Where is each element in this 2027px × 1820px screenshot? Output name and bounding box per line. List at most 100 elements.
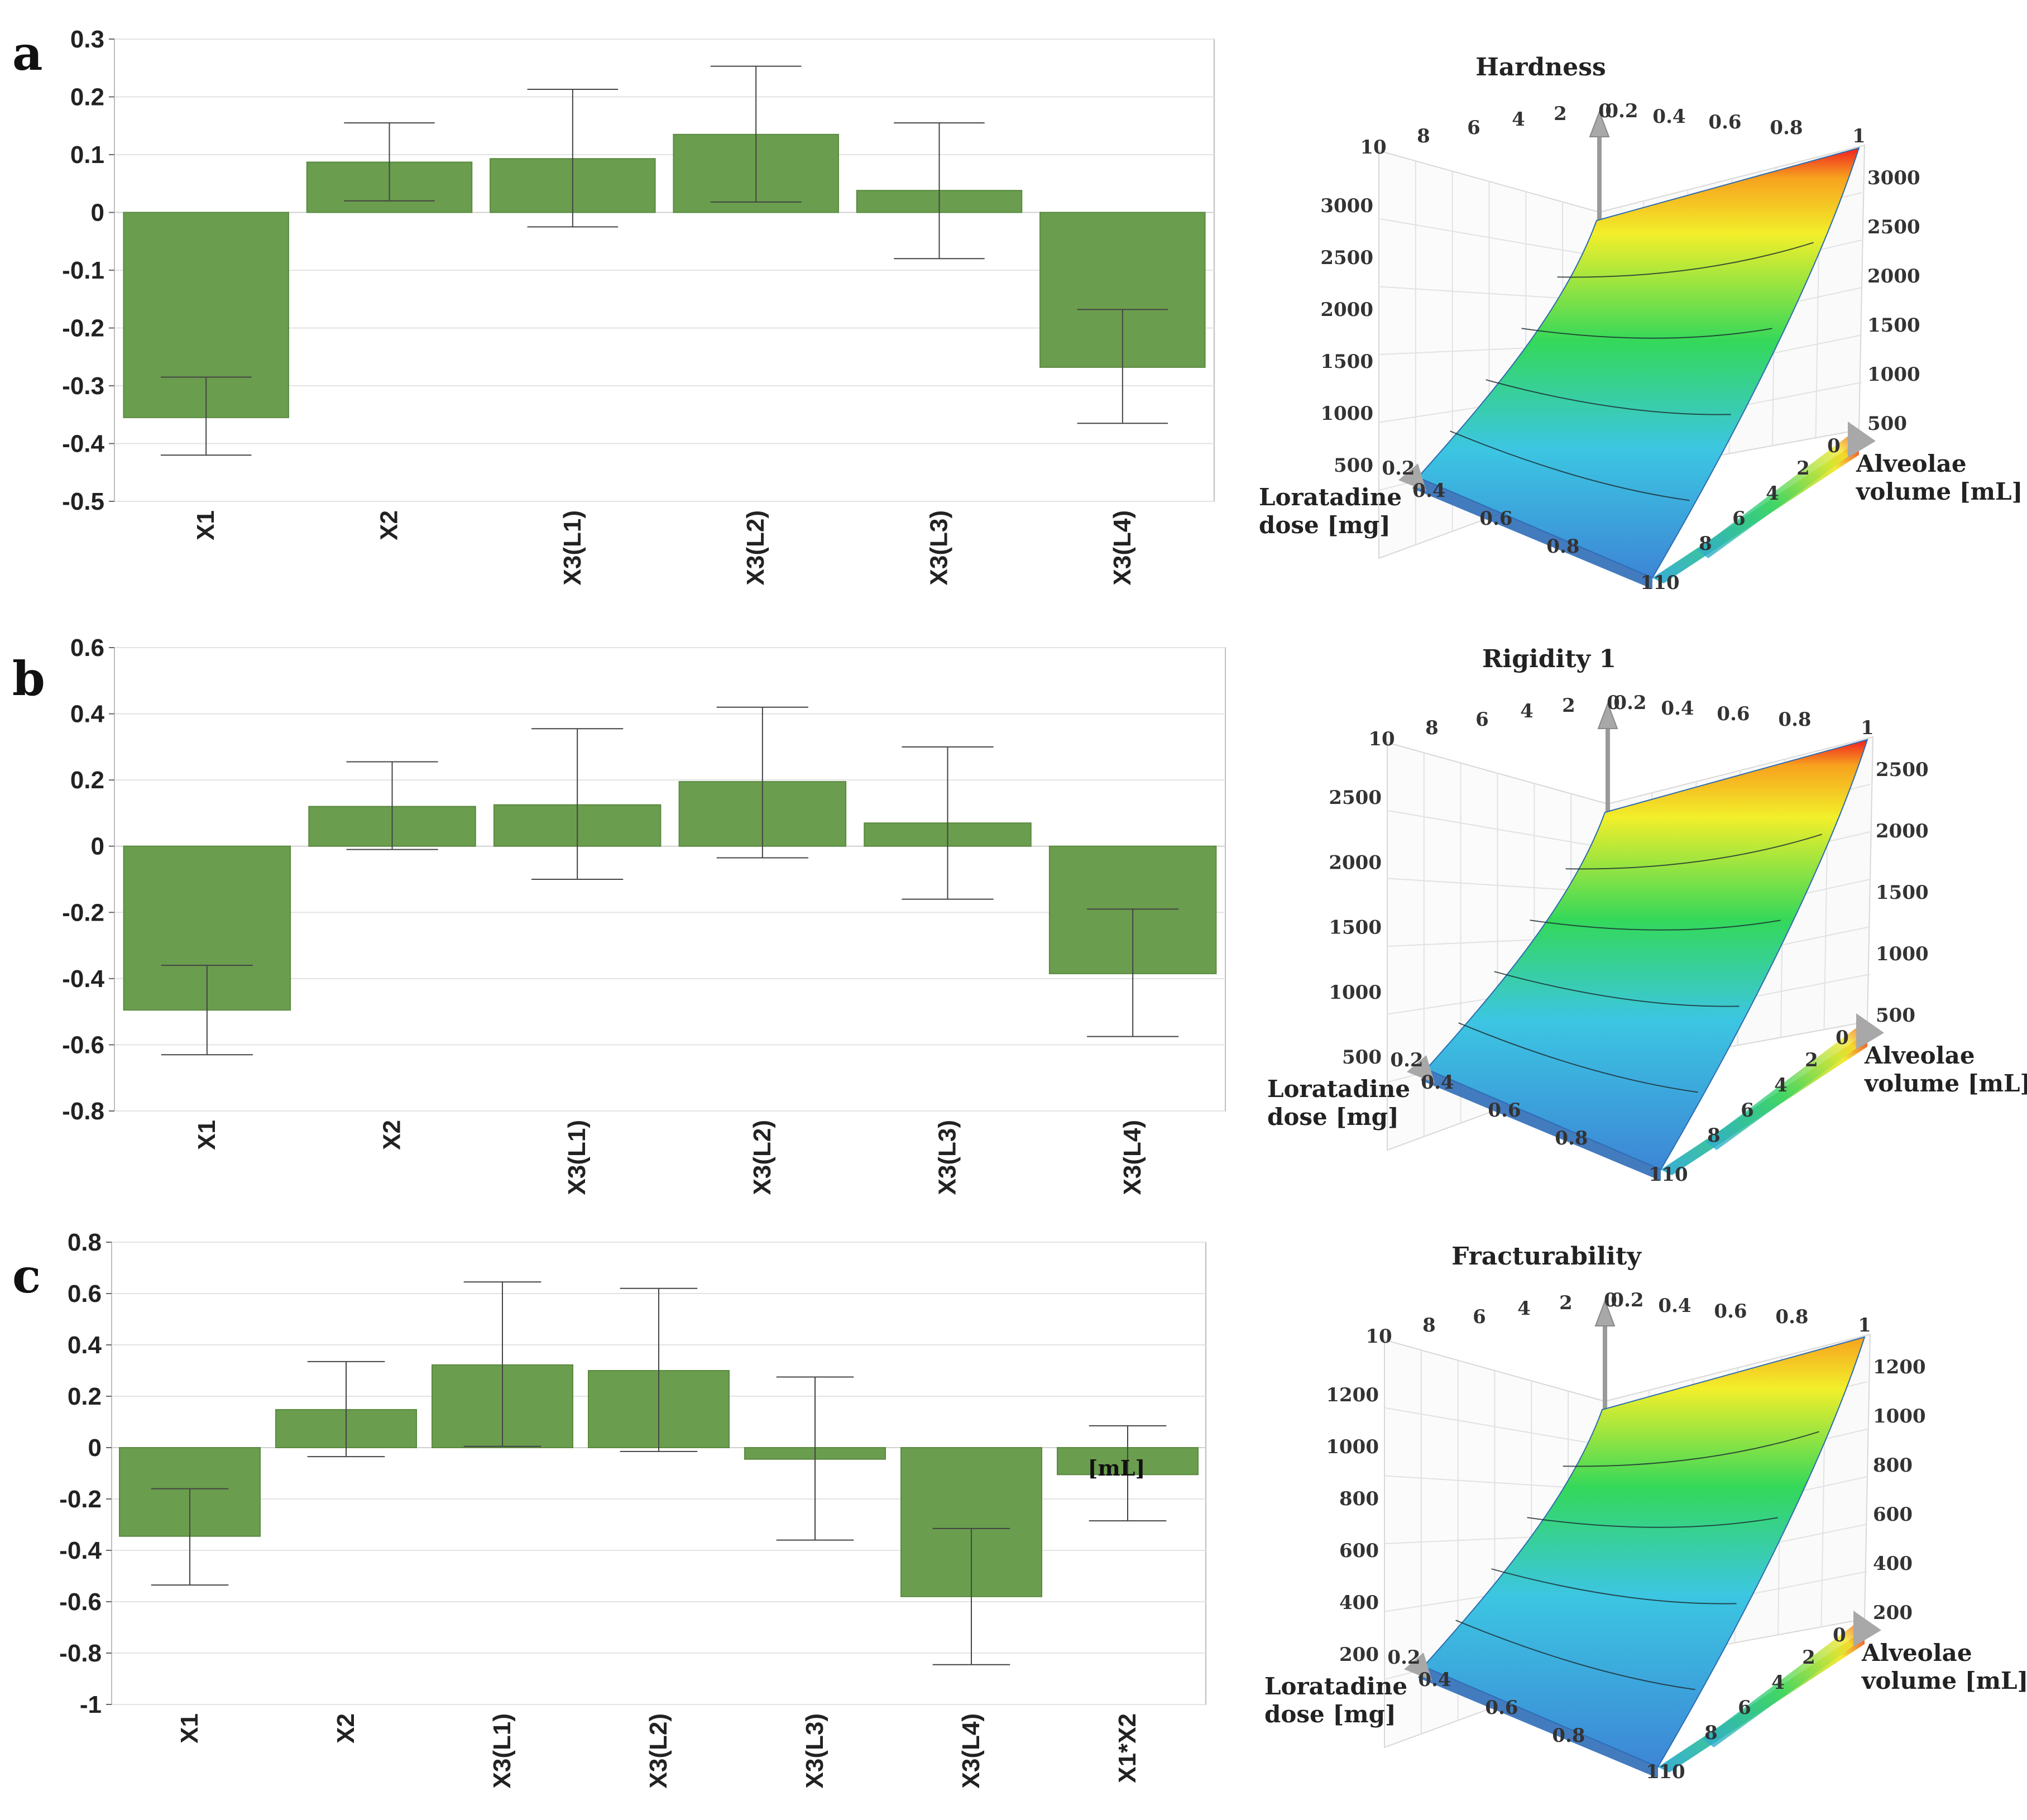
panel-letter-b: b: [12, 651, 45, 706]
z-tick-right: 400: [1873, 1553, 1913, 1575]
contour-line: [1455, 1620, 1695, 1690]
z-axis-arrow: [1597, 702, 1618, 729]
side-wall-top: [1697, 430, 1862, 558]
z-tick-left: 800: [1339, 1488, 1379, 1510]
front-x-tick: 0.6: [1479, 507, 1512, 530]
z-tick-left: 1000: [1320, 403, 1373, 425]
z-tick-right: 200: [1873, 1602, 1913, 1624]
top-back-tick: 4: [1512, 108, 1525, 131]
x-axis-label: dose [mg]: [1264, 1701, 1396, 1728]
top-back-tick: 4: [1517, 1297, 1531, 1320]
y-tick-label: -0.4: [62, 430, 104, 458]
y-axis-label: volume [mL]: [1861, 1667, 2027, 1694]
front-y-tick: 6: [1741, 1099, 1754, 1122]
front-x-tick: 0.4: [1412, 480, 1445, 502]
contour-line: [1563, 1431, 1819, 1467]
front-x-tick: 0.4: [1418, 1669, 1451, 1691]
z-tick-left: 2500: [1329, 787, 1382, 809]
top-back-tick: 0.4: [1658, 1295, 1691, 1317]
z-axis-arrow: [1589, 110, 1610, 137]
z-tick-left: 600: [1339, 1540, 1379, 1562]
contour-line: [1450, 430, 1690, 501]
contour-line: [1530, 919, 1781, 931]
z-tick-left: 400: [1339, 1592, 1379, 1614]
y-tick-label: -0.2: [62, 315, 104, 342]
z-tick-right: 1000: [1876, 943, 1929, 965]
x-tick-label: X3(L1): [488, 1713, 516, 1788]
side-wall-top: [1703, 1619, 1867, 1747]
z-tick-left: 500: [1334, 454, 1373, 477]
y-tick-label: -0.8: [59, 1640, 102, 1667]
response-surface: [1417, 147, 1860, 579]
top-back-tick: 2: [1559, 1292, 1573, 1314]
side-wall-top: [1705, 1022, 1870, 1150]
z-tick-left: 1500: [1320, 351, 1373, 373]
y-tick-label: -0.4: [62, 965, 104, 993]
annotation-ml: [mL]: [1088, 1455, 1146, 1481]
z-tick-right: 2500: [1867, 216, 1920, 238]
y-axis-arrow: [1853, 1611, 1881, 1647]
x-tick-label: X3(L2): [742, 510, 769, 585]
contour-line: [1494, 971, 1740, 1007]
z-tick-right: 2000: [1867, 265, 1920, 288]
top-back-tick: 8: [1417, 125, 1430, 147]
front-y-tick: 10: [1661, 1163, 1688, 1186]
y-tick-label: 0.2: [68, 1383, 102, 1410]
z-tick-right: 2000: [1876, 820, 1929, 842]
front-x-tick: 0.2: [1382, 457, 1415, 480]
top-back-tick: 0.8: [1770, 117, 1803, 139]
surface-base-edge: [1418, 1666, 1658, 1778]
y-tick-label: 0.6: [70, 634, 104, 662]
top-back-tick: 0.6: [1717, 703, 1750, 725]
x-tick-label: X1*X2: [1114, 1713, 1141, 1783]
z-tick-right: 500: [1876, 1004, 1915, 1027]
x-axis-label: dose [mg]: [1259, 511, 1391, 539]
y-tick-label: -0.3: [62, 372, 104, 400]
y-axis-label: volume [mL]: [1856, 478, 2023, 505]
front-y-tick: 8: [1707, 1124, 1721, 1147]
x-tick-label: X2: [376, 510, 403, 540]
top-back-tick: 0.6: [1714, 1300, 1747, 1323]
x-axis-label: Loratadine: [1267, 1075, 1410, 1103]
x-axis-label: Loratadine: [1259, 483, 1402, 511]
y-tick-label: 0.6: [68, 1280, 102, 1307]
front-x-tick: 0.8: [1546, 535, 1579, 558]
z-tick-left: 2000: [1320, 299, 1373, 321]
x-tick-label: X2: [378, 1120, 406, 1150]
contour-line: [1527, 1517, 1778, 1528]
x-tick-label: X3(L4): [1119, 1120, 1146, 1195]
front-y-tick: 4: [1766, 482, 1779, 505]
contour-line: [1565, 834, 1822, 870]
front-x-tick: 0.8: [1552, 1725, 1585, 1747]
contour-line: [1557, 242, 1814, 278]
z-tick-left: 1200: [1326, 1384, 1379, 1406]
y-axis-label: Alveolae: [1856, 450, 1967, 477]
front-y-tick: 2: [1802, 1646, 1815, 1669]
front-x-tick: 0.4: [1421, 1071, 1454, 1094]
y-axis-label: Alveolae: [1861, 1639, 1972, 1666]
top-back-tick: 10: [1360, 136, 1386, 159]
bar-chart-a: 0.3 0.2 0.1 0 -0.1 -0.2 -0.3 -0.4 -0.5 X1 X2 X3(L1)…: [62, 26, 1215, 585]
front-y-tick: 10: [1659, 1761, 1685, 1783]
y-tick-label: 0: [91, 199, 104, 227]
y-tick-label: 0.3: [70, 26, 104, 53]
front-y-tick: 6: [1738, 1697, 1751, 1719]
surface-plot-b: Rigidity 110 8 6 4 2 00.2 0.4 0.6 0.8 15005001000…: [1267, 645, 2027, 1186]
top-back-tick: 0: [1604, 1289, 1617, 1311]
top-back-tick: 2: [1562, 695, 1575, 717]
top-back-tick: 8: [1425, 717, 1439, 739]
z-tick-left: 1000: [1329, 981, 1382, 1004]
y-tick-label: 0.4: [70, 701, 105, 728]
front-x-tick: 0.8: [1555, 1127, 1588, 1150]
wall-grid-line: [1378, 218, 1600, 257]
x-axis-arrow: [1407, 1055, 1435, 1083]
z-tick-right: 2500: [1876, 759, 1929, 781]
z-tick-right: 1000: [1867, 363, 1920, 386]
x-axis-label: Loratadine: [1264, 1673, 1407, 1700]
front-x-tick: 0.6: [1488, 1099, 1521, 1122]
y-axis-arrow: [1848, 422, 1876, 458]
front-x-tick: 0.2: [1390, 1049, 1423, 1071]
y-tick-label: -0.2: [59, 1486, 102, 1513]
front-x-tick: 0.6: [1485, 1697, 1518, 1719]
